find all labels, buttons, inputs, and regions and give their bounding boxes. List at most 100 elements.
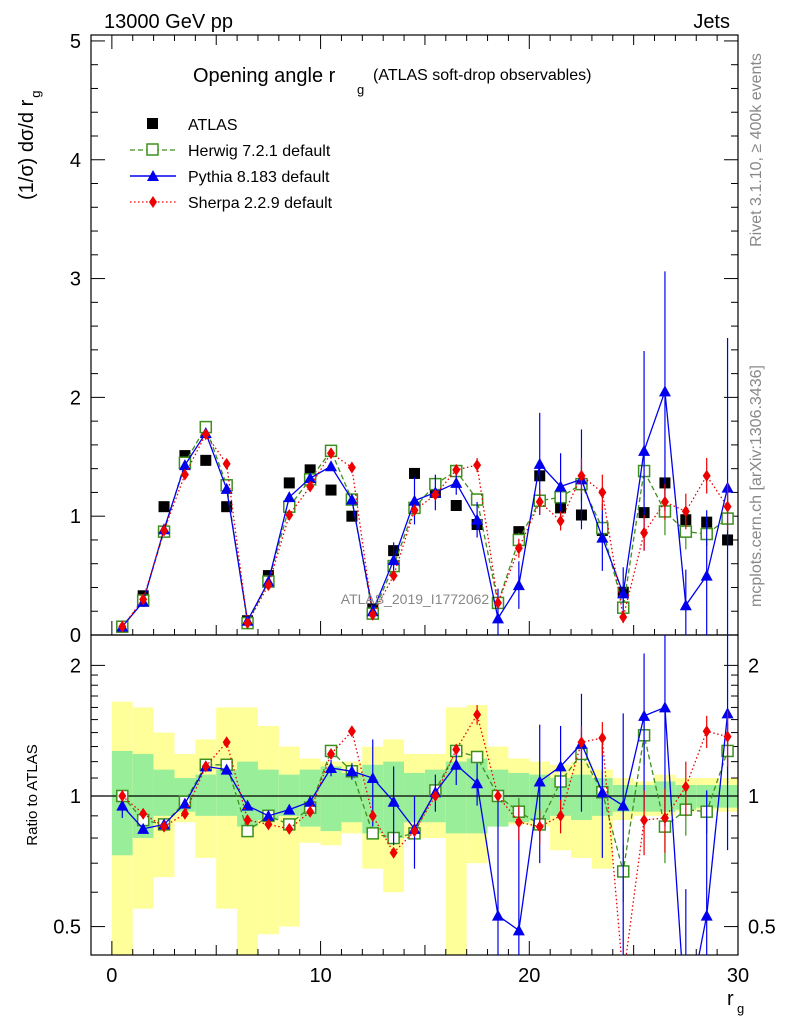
point-sherpa — [535, 495, 544, 508]
point-sherpa — [619, 611, 628, 624]
point-sherpa — [368, 608, 377, 621]
ratio-band-inner — [320, 766, 342, 832]
point-sherpa — [473, 459, 482, 472]
point-pythia — [387, 554, 400, 566]
main-y-tick-label: 5 — [70, 31, 81, 53]
series-line-sherpa — [121, 432, 729, 628]
legend-marker-pythia — [147, 170, 159, 181]
legend-entry-herwig: Herwig 7.2.1 default — [130, 143, 331, 160]
main-y-tick-label: 2 — [70, 387, 81, 409]
point-pythia — [325, 460, 338, 472]
point-pythia — [679, 599, 692, 611]
ratio-point-sherpa — [243, 814, 252, 827]
ratio-point-sherpa — [535, 820, 544, 833]
side-note-site: mcplots.cern.ch [arXiv:1306.3436] — [748, 365, 765, 607]
ratio-point-sherpa — [264, 818, 273, 831]
ratio-point-pythia — [554, 760, 567, 772]
ratio-point-pythia — [471, 777, 484, 789]
point-sherpa — [452, 463, 461, 476]
point-sherpa — [660, 495, 669, 508]
ratio-point-pythia — [345, 765, 358, 777]
point-atlas — [283, 477, 295, 489]
ratio-point-pythia — [366, 772, 379, 784]
ratio-point-sherpa — [139, 807, 148, 820]
ratio-point-sherpa — [556, 809, 565, 822]
point-pythia — [596, 531, 609, 543]
legend-entry-pythia: Pythia 8.183 default — [130, 169, 330, 186]
ratio-point-sherpa — [452, 743, 461, 756]
ratio-point-pythia — [533, 775, 546, 787]
point-pythia — [700, 569, 713, 581]
ratio-point-sherpa — [306, 805, 315, 818]
y-axis-label: (1/σ) dσ/d rg — [16, 91, 43, 201]
ratio-line-pythia — [121, 706, 729, 955]
legend-marker-sherpa — [149, 196, 157, 208]
ratio-point-sherpa — [160, 820, 169, 833]
point-atlas — [325, 484, 337, 496]
ratio-point-pythia — [220, 763, 233, 775]
legend-label-herwig: Herwig 7.2.1 default — [188, 143, 331, 160]
ratio-point-sherpa — [640, 814, 649, 827]
ratio-band-inner — [278, 774, 300, 816]
point-atlas — [179, 450, 191, 462]
ratio-point-sherpa — [201, 760, 210, 773]
header-left: 13000 GeV pp — [104, 11, 233, 33]
ratio-point-sherpa — [514, 816, 523, 829]
ratio-point-pythia — [596, 786, 609, 798]
point-pythia — [533, 457, 546, 469]
ratio-y-tick-label-right: 1 — [748, 786, 759, 808]
ratio-panel-frame — [90, 634, 739, 956]
legend-entry-atlas: ATLAS — [147, 117, 238, 134]
ratio-point-pythia — [137, 822, 150, 834]
point-pythia — [638, 444, 651, 456]
point-atlas — [450, 499, 462, 511]
point-pythia — [283, 491, 296, 503]
ratio-band-inner — [216, 769, 238, 816]
point-sherpa — [640, 526, 649, 539]
ratio-x-tick-label: 20 — [518, 965, 540, 987]
point-sherpa — [723, 500, 732, 513]
series-line-pythia — [121, 391, 729, 628]
y-axis-label-text: (1/σ) dσ/d r — [16, 99, 38, 200]
point-sherpa — [681, 505, 690, 518]
ratio-point-pythia — [638, 709, 651, 721]
ratio-axis-label: Ratio to ATLAS — [24, 744, 41, 845]
point-sherpa — [306, 480, 315, 493]
ratio-point-sherpa — [285, 822, 294, 835]
point-sherpa — [347, 461, 356, 474]
ratio-point-sherpa — [702, 725, 711, 738]
point-sherpa — [702, 469, 711, 482]
ratio-x-tick-label: 10 — [309, 965, 331, 987]
point-sherpa — [514, 542, 523, 555]
ratio-y-tick-label: 1 — [70, 786, 81, 808]
x-axis-label: r — [727, 988, 734, 1010]
point-pythia — [408, 494, 421, 506]
ratio-x-tick-label: 30 — [727, 965, 749, 987]
point-sherpa — [222, 457, 231, 470]
ratio-line-herwig — [121, 735, 729, 872]
point-sherpa — [243, 617, 252, 630]
main-y-tick-label: 4 — [70, 150, 81, 172]
point-sherpa — [556, 514, 565, 527]
point-sherpa — [410, 504, 419, 517]
point-sherpa — [493, 596, 502, 609]
ratio-point-herwig — [241, 824, 254, 838]
ratio-point-pythia — [658, 701, 671, 713]
point-pythia — [471, 513, 484, 525]
ratio-point-pythia — [512, 924, 525, 936]
ratio-y-tick-label: 2 — [70, 655, 81, 677]
ratio-band-inner — [153, 769, 175, 816]
legend-entry-sherpa: Sherpa 2.2.9 default — [130, 195, 333, 212]
ratio-point-pythia — [700, 909, 713, 921]
ratio-point-pythia — [304, 795, 317, 807]
header-right: Jets — [693, 11, 730, 33]
y-axis-label-subscript: g — [28, 91, 43, 98]
point-atlas — [513, 526, 525, 538]
side-note-events: Rivet 3.1.10, ≥ 400k events — [748, 53, 765, 247]
ratio-point-sherpa — [473, 708, 482, 721]
ratio-point-sherpa — [347, 725, 356, 738]
point-sherpa — [577, 469, 586, 482]
point-atlas — [221, 501, 233, 513]
ratio-point-sherpa — [368, 809, 377, 822]
point-pythia — [450, 476, 463, 488]
